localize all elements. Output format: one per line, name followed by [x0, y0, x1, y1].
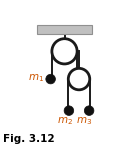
- Circle shape: [46, 74, 55, 84]
- Circle shape: [84, 106, 94, 115]
- Text: $m_3$: $m_3$: [76, 115, 92, 127]
- Text: Fig. 3.12: Fig. 3.12: [3, 134, 54, 144]
- Text: $m_2$: $m_2$: [57, 115, 72, 127]
- Text: $m_1$: $m_1$: [28, 72, 44, 84]
- Circle shape: [64, 106, 74, 115]
- Bar: [37, 25, 92, 34]
